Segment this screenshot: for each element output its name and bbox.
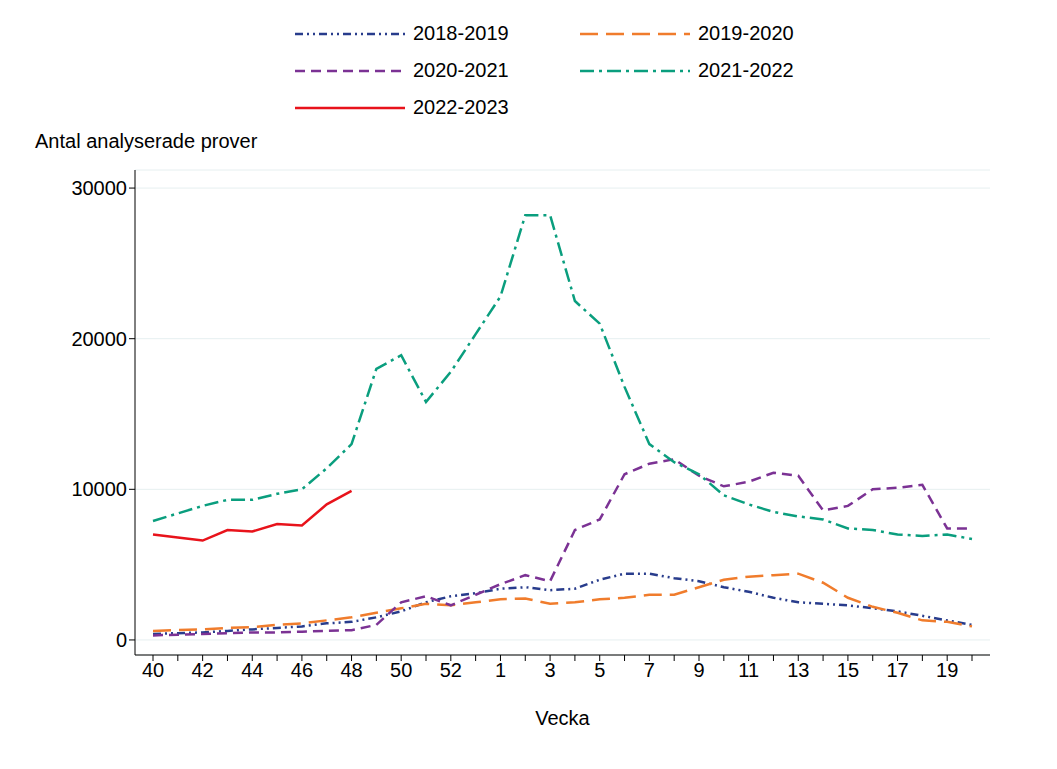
svg-text:52: 52 (440, 659, 462, 681)
svg-text:19: 19 (936, 659, 958, 681)
html-text:Antal analyserade prover: Antal analyserade prover (35, 130, 258, 152)
svg-text:15: 15 (837, 659, 859, 681)
svg-text:42: 42 (192, 659, 214, 681)
svg-text:5: 5 (594, 659, 605, 681)
svg-text:9: 9 (693, 659, 704, 681)
svg-text:13: 13 (787, 659, 809, 681)
svg-text:11: 11 (738, 659, 759, 681)
svg-text:17: 17 (886, 659, 908, 681)
svg-text:0: 0 (116, 629, 127, 651)
svg-text:40: 40 (142, 659, 164, 681)
svg-text:46: 46 (291, 659, 313, 681)
svg-text:20000: 20000 (71, 328, 127, 350)
svg-text:48: 48 (340, 659, 362, 681)
svg-text:3: 3 (545, 659, 556, 681)
html-text:2021-2022: 2021-2022 (698, 59, 794, 81)
svg-text:30000: 30000 (71, 177, 127, 199)
html-text:2018-2019: 2018-2019 (413, 22, 509, 44)
svg-text:Vecka: Vecka (535, 707, 590, 729)
svg-text:44: 44 (241, 659, 263, 681)
svg-text:50: 50 (390, 659, 412, 681)
html-text:2020-2021: 2020-2021 (413, 59, 509, 81)
html-text:2022-2023: 2022-2023 (413, 96, 509, 118)
html-text:2019-2020: 2019-2020 (698, 22, 794, 44)
svg-text:7: 7 (644, 659, 655, 681)
svg-text:1: 1 (495, 659, 506, 681)
svg-text:10000: 10000 (71, 478, 127, 500)
